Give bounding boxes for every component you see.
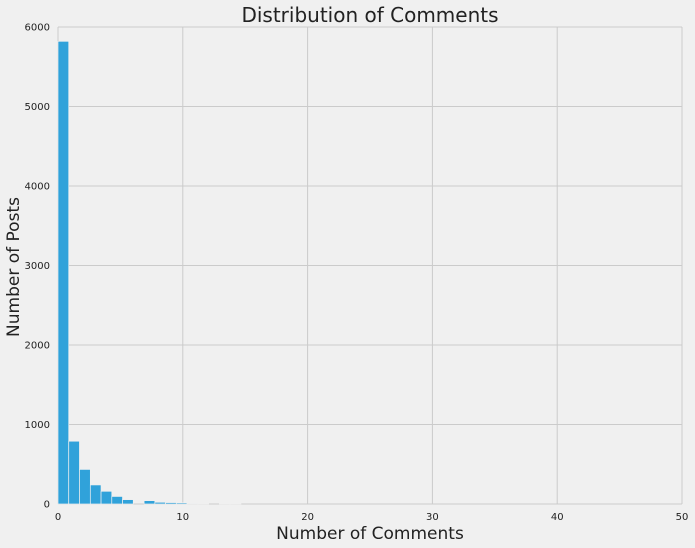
- x-tick-label: 0: [55, 512, 61, 523]
- y-tick-label: 0: [44, 500, 50, 511]
- y-tick-label: 3000: [25, 261, 50, 272]
- x-tick-label: 50: [676, 512, 689, 523]
- histogram-bar: [57, 40, 70, 505]
- y-axis-label: Number of Posts: [4, 197, 24, 337]
- histogram-bar: [79, 469, 91, 505]
- y-tick-label: 4000: [25, 182, 50, 193]
- histogram-bar: [68, 440, 80, 505]
- histogram-bar: [89, 484, 102, 505]
- x-tick-labels: 0 10 20 30 40 50: [55, 512, 689, 523]
- x-tick-label: 30: [426, 512, 439, 523]
- x-tick-label: 10: [176, 512, 189, 523]
- histogram-bar: [186, 503, 199, 505]
- chart-title: Distribution of Comments: [241, 3, 498, 27]
- y-tick-label: 2000: [25, 341, 50, 352]
- y-tick-label: 6000: [25, 23, 50, 34]
- grid: [57, 26, 683, 505]
- x-axis-label: Number of Comments: [276, 524, 464, 544]
- y-tick-label: 5000: [25, 102, 50, 113]
- x-tick-label: 40: [551, 512, 564, 523]
- histogram-bar: [122, 499, 134, 505]
- y-tick-labels: 0 1000 2000 3000 4000 5000 6000: [25, 23, 50, 511]
- histogram-bar: [175, 502, 188, 505]
- histogram-bar: [143, 500, 156, 505]
- histogram-bar: [154, 501, 166, 505]
- histogram-bar: [111, 496, 123, 505]
- x-tick-label: 20: [301, 512, 314, 523]
- histogram-bar: [165, 502, 177, 505]
- histogram-bar: [100, 490, 113, 505]
- y-tick-label: 1000: [25, 420, 50, 431]
- bars: [57, 40, 242, 505]
